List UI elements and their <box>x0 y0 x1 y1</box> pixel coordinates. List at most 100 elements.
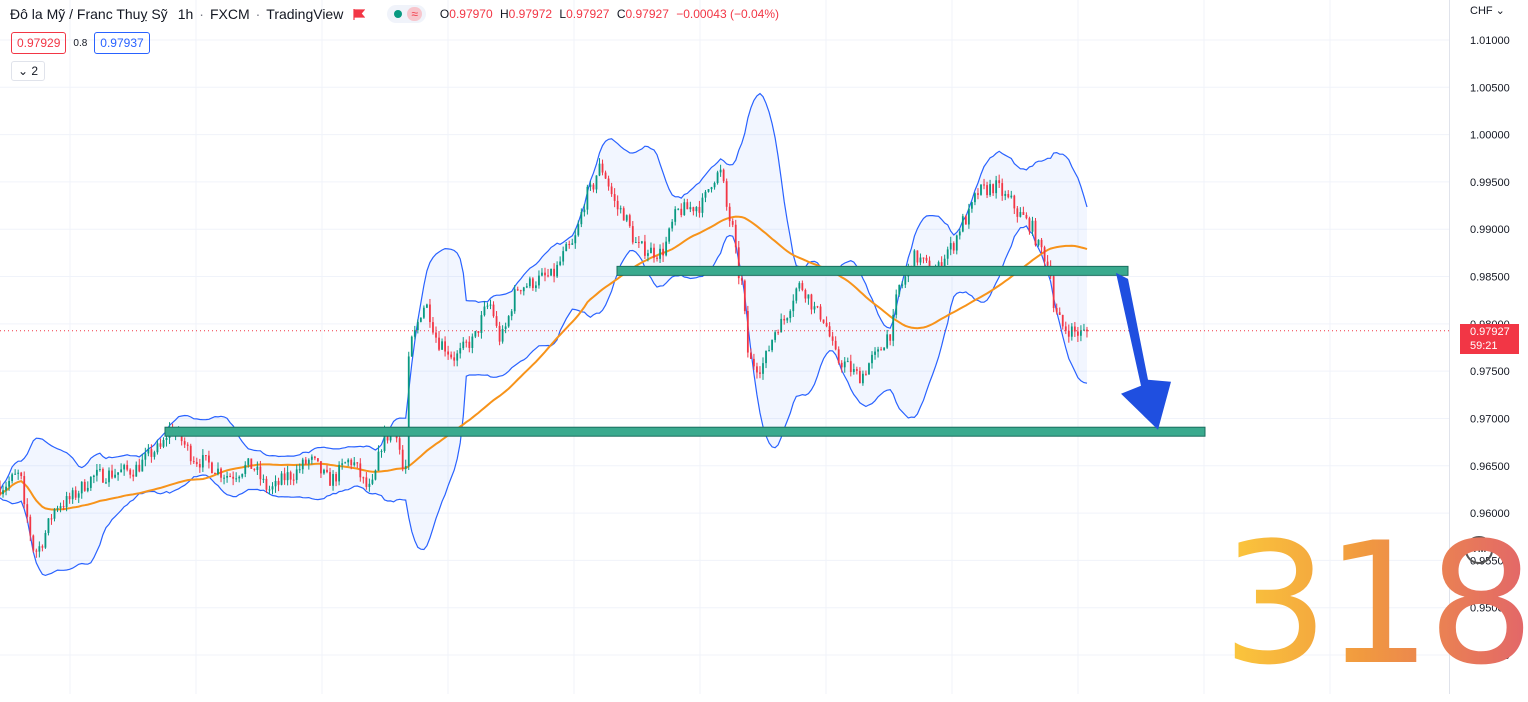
candle-body <box>426 304 428 308</box>
candle-body <box>208 455 210 463</box>
candle-body <box>858 370 861 384</box>
interval[interactable]: 1h <box>177 6 194 22</box>
candle-body <box>192 461 195 463</box>
candle-body <box>20 472 23 477</box>
candle-body <box>992 184 995 194</box>
candle-body <box>507 316 510 327</box>
candle-body <box>53 509 56 519</box>
flag-icon[interactable] <box>353 8 366 20</box>
candle-body <box>892 314 895 341</box>
candle-body <box>498 325 501 342</box>
candle-body <box>958 231 961 236</box>
candle-body <box>725 181 728 207</box>
candle-body <box>510 311 513 317</box>
candle-body <box>144 453 147 460</box>
candle-body <box>204 455 207 457</box>
candle-body <box>286 472 289 481</box>
candle-body <box>813 306 816 310</box>
candle-body <box>849 361 852 373</box>
candle-body <box>44 532 47 548</box>
support-zone[interactable] <box>164 426 1206 437</box>
chart-header: Đô la Mỹ / Franc Thuỵ Sỹ 1h · FXCM · Tra… <box>10 5 783 23</box>
candle-body <box>964 216 967 225</box>
candle-body <box>147 449 150 454</box>
candle-body <box>56 508 59 510</box>
spread-value: 0.8 <box>73 37 88 49</box>
candle-body <box>429 304 431 323</box>
candle-body <box>777 332 780 334</box>
candle-body <box>129 469 132 475</box>
candle-body <box>901 284 904 286</box>
ohlc-values: O0.97970 H0.97972 L0.97927 C0.97927 −0.0… <box>439 7 779 21</box>
candle-body <box>662 248 664 256</box>
candle-body <box>668 228 671 242</box>
candle-body <box>522 287 525 292</box>
candle-body <box>214 473 216 475</box>
indicators-toggle[interactable]: ⌄ 2 <box>11 61 46 81</box>
candle-body <box>447 351 450 355</box>
price-tick-label: 0.96500 <box>1470 461 1510 473</box>
candle-body <box>350 459 353 466</box>
candle-body <box>589 184 592 187</box>
candle-body <box>407 356 410 467</box>
candle-body <box>713 183 716 188</box>
bearish-projection-arrow[interactable] <box>1116 272 1171 430</box>
candle-body <box>413 330 416 337</box>
candle-body <box>138 464 141 472</box>
status-pill[interactable]: ≈ <box>387 5 426 23</box>
candle-body <box>83 481 86 491</box>
candle-body <box>707 189 710 192</box>
candle-body <box>1037 239 1040 246</box>
candle-body <box>834 340 837 350</box>
sell-button[interactable]: 0.97929 <box>11 32 67 54</box>
candle-body <box>1067 330 1070 337</box>
candle-body <box>604 172 607 179</box>
candle-body <box>562 251 565 262</box>
bollinger-band-fill <box>0 93 1087 576</box>
candle-body <box>913 250 916 270</box>
candle-body <box>762 363 764 374</box>
candle-body <box>295 469 298 480</box>
candle-body <box>244 464 247 474</box>
candle-body <box>671 221 674 229</box>
candle-body <box>323 469 325 474</box>
candle-body <box>220 468 222 478</box>
candle-body <box>586 186 589 210</box>
candle-body <box>749 352 752 359</box>
candle-body <box>362 477 365 479</box>
candle-body <box>828 326 831 337</box>
candle-body <box>326 469 328 473</box>
candle-body <box>804 289 807 299</box>
candle-body <box>874 351 876 355</box>
candle-body <box>241 473 244 477</box>
candle-body <box>438 337 440 350</box>
candle-body <box>483 306 486 316</box>
candle-body <box>359 463 362 478</box>
candle-body <box>217 468 219 475</box>
candle-body <box>111 470 113 478</box>
candle-body <box>229 476 232 478</box>
candle-body <box>11 474 14 482</box>
candle-body <box>441 341 443 350</box>
candle-body <box>771 339 773 351</box>
candle-body <box>38 546 41 552</box>
candle-body <box>301 459 304 470</box>
candle-body <box>1052 276 1055 309</box>
candle-body <box>980 184 982 195</box>
open-value: 0.97970 <box>449 7 493 21</box>
symbol-name[interactable]: Đô la Mỹ / Franc Thuỵ Sỹ <box>10 6 168 22</box>
candle-body <box>71 490 74 500</box>
candle-body <box>952 243 955 251</box>
close-value: 0.97927 <box>625 7 669 21</box>
bollinger-lower-band <box>0 225 1088 577</box>
resistance-zone[interactable] <box>616 265 1129 276</box>
candle-body <box>1019 212 1022 217</box>
candle-body <box>656 257 658 259</box>
currency-selector[interactable]: CHF ⌄ <box>1470 5 1505 17</box>
candle-body <box>1034 220 1037 246</box>
candle-body <box>807 294 810 299</box>
candle-body <box>1016 208 1019 217</box>
buy-button[interactable]: 0.97937 <box>94 32 150 54</box>
candle-body <box>459 348 462 354</box>
